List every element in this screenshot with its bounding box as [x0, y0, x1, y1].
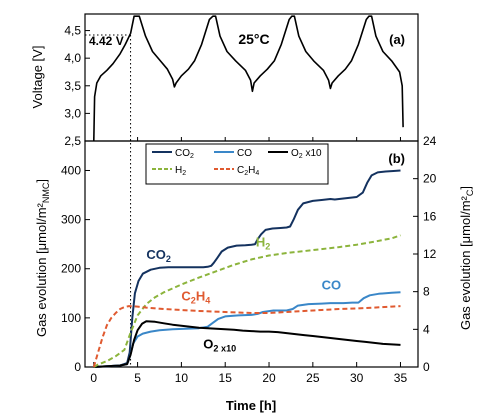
legend-entry: CO2 — [175, 148, 194, 160]
panel-b-y2tick-label: 8 — [423, 285, 430, 299]
series-label-4: O2 x10 — [203, 336, 236, 353]
panel-a-ytick-label: 3,0 — [64, 106, 81, 120]
panel-b-y2tick-label: 16 — [423, 209, 437, 223]
series-label-3: CO — [322, 277, 342, 292]
panel-b-plot: 0 100 200 300 400 0 4 8 12 16 20 24 0 5 10 15 20 25 30 35 CO… — [61, 134, 437, 385]
legend-entry: CO — [237, 148, 252, 159]
panel-b-ylabel2: Gas evolution [μmol/m²C] — [458, 186, 475, 330]
panel-b-y2tick-label: 0 — [423, 360, 430, 374]
panel-b-xtick-label: 5 — [134, 371, 141, 385]
panel-a-ytick-label: 4,0 — [64, 51, 81, 65]
voltage-curve — [93, 15, 404, 142]
series-label-1: H2 — [256, 235, 270, 252]
legend-entry: H2 — [175, 165, 186, 177]
panel-b-xtick-label: 0 — [90, 371, 97, 385]
panel-a-ytick-label: 4,5 — [64, 24, 81, 38]
panel-b-xtick-label: 15 — [219, 371, 233, 385]
panel-a-ytick-label: 2,5 — [64, 134, 81, 148]
series-co2 — [93, 169, 401, 368]
panel-b-xtick-label: 35 — [394, 371, 408, 385]
legend-entry: C2H4 — [237, 165, 259, 177]
series-co — [93, 291, 401, 368]
panel-b-y2tick-label: 20 — [423, 172, 437, 186]
panel-a-ytick-label: 3,5 — [64, 79, 81, 93]
panel-b-ytick-label: 200 — [61, 262, 81, 276]
panel-b-xlabel: Time [h] — [226, 398, 276, 413]
panel-b-ytick-label: 300 — [61, 213, 81, 227]
panel-a-plot: 2,5 3,0 3,5 4,0 4,5 — [64, 15, 404, 367]
panel-b-label: (b) — [388, 151, 405, 166]
panel-a-temperature: 25°C — [238, 31, 269, 47]
legend-entry: O2 x10 — [291, 148, 322, 160]
legend-frame — [145, 143, 329, 185]
panel-a-marker-label: 4.42 V — [89, 34, 124, 48]
panel-b-ylabel: Gas evolution [μmol/m²NMC] — [34, 179, 51, 337]
series-o2 — [93, 320, 401, 368]
series-c2h4 — [92, 305, 401, 368]
panel-b-xtick-label: 10 — [175, 371, 189, 385]
legend: CO2 CO O2 x10 H2 C2H4 — [152, 148, 322, 177]
panel-a-ylabel: Voltage [V] — [30, 46, 45, 109]
panel-b-xtick-label: 25 — [306, 371, 320, 385]
series-h2 — [93, 234, 401, 368]
panel-b-ytick-label: 0 — [74, 360, 81, 374]
panel-a-label: (a) — [389, 32, 405, 47]
series-label-2: C2H4 — [181, 289, 211, 306]
panel-b-xtick-label: 30 — [350, 371, 364, 385]
panel-b-y2tick-label: 4 — [423, 322, 430, 336]
series-label-0: CO2 — [146, 247, 171, 264]
panel-b-ytick-label: 400 — [61, 163, 81, 177]
panel-b-y2tick-label: 12 — [423, 247, 437, 261]
panel-b-xtick-label: 20 — [262, 371, 276, 385]
panel-b-y2tick-label: 24 — [423, 134, 437, 148]
panel-b-ytick-label: 100 — [61, 311, 81, 325]
